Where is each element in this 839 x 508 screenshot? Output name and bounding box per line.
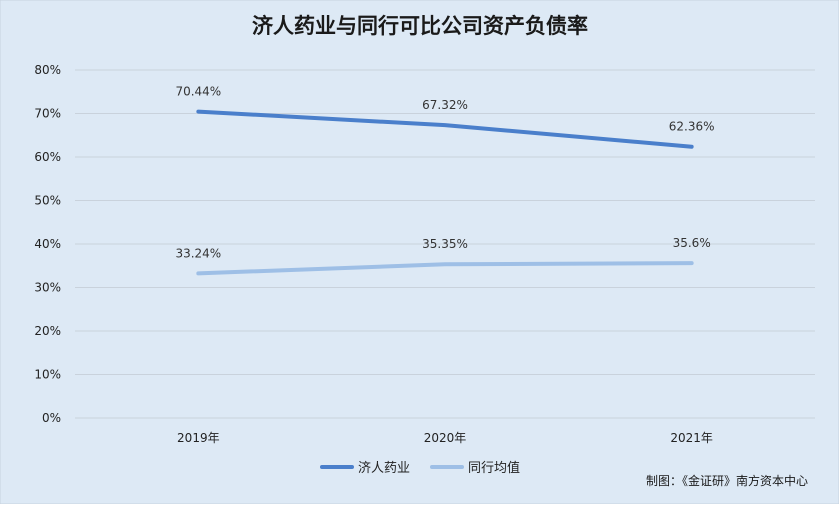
x-tick-label: 2021年 [670, 431, 713, 445]
source-note: 制图：《金证研》南方资本中心 [646, 473, 808, 488]
y-tick-label: 40% [34, 237, 61, 251]
data-label: 35.6% [673, 236, 711, 250]
legend-label-2: 同行均值 [468, 460, 520, 476]
y-tick-label: 50% [34, 194, 61, 208]
y-tick-label: 20% [34, 324, 61, 338]
y-tick-label: 0% [42, 411, 61, 425]
y-tick-label: 10% [34, 368, 61, 382]
y-tick-label: 80% [34, 63, 61, 77]
legend: 济人药业 同行均值 [320, 460, 520, 476]
chart-title: 济人药业与同行可比公司资产负债率 [252, 14, 588, 38]
grid-lines [75, 69, 815, 419]
series-group [196, 109, 694, 276]
series-line-1 [196, 109, 694, 149]
legend-label-1: 济人药业 [358, 461, 410, 476]
x-axis-ticks: 2019年 2020年 2021年 [177, 431, 713, 445]
y-tick-label: 30% [34, 281, 61, 295]
data-labels: 70.44% 67.32% 62.36% 33.24% 35.35% 35.6% [175, 85, 714, 261]
data-label: 33.24% [175, 246, 221, 260]
y-tick-label: 60% [34, 150, 61, 164]
data-label: 67.32% [422, 98, 468, 112]
y-axis-ticks: 0% 10% 20% 30% 40% 50% 60% 70% 80% [34, 63, 61, 425]
x-tick-label: 2020年 [424, 431, 467, 445]
y-tick-label: 70% [34, 107, 61, 121]
data-label: 70.44% [175, 85, 221, 99]
data-label: 62.36% [669, 120, 715, 134]
x-tick-label: 2019年 [177, 431, 220, 445]
data-label: 35.35% [422, 237, 468, 251]
series-line-2 [196, 261, 694, 276]
